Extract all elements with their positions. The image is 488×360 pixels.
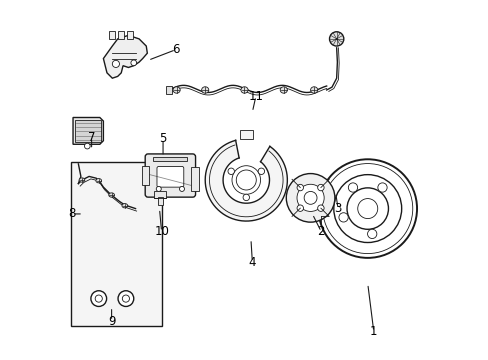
Bar (337, 192, 342, 195)
Circle shape (338, 213, 347, 222)
Circle shape (131, 60, 136, 66)
Circle shape (243, 194, 249, 201)
Circle shape (236, 170, 256, 190)
Circle shape (333, 175, 401, 243)
Circle shape (258, 168, 264, 175)
Ellipse shape (310, 87, 317, 93)
Circle shape (112, 60, 119, 67)
Circle shape (84, 143, 90, 149)
Circle shape (317, 184, 324, 191)
Polygon shape (103, 35, 147, 78)
Circle shape (296, 184, 303, 191)
Bar (142, 166, 149, 185)
Circle shape (367, 229, 376, 239)
Bar (191, 167, 199, 191)
Text: 10: 10 (154, 225, 169, 238)
Circle shape (346, 188, 387, 229)
Circle shape (318, 159, 416, 258)
Circle shape (317, 205, 324, 211)
Circle shape (91, 291, 106, 306)
Circle shape (285, 174, 334, 222)
Circle shape (118, 291, 134, 306)
Ellipse shape (201, 87, 208, 93)
Circle shape (322, 163, 412, 253)
Ellipse shape (280, 87, 287, 93)
Circle shape (227, 168, 234, 175)
Ellipse shape (122, 203, 127, 208)
Ellipse shape (173, 87, 180, 93)
Circle shape (95, 295, 102, 302)
FancyBboxPatch shape (157, 166, 183, 187)
Bar (337, 189, 345, 192)
Bar (75, 120, 101, 143)
Text: 5: 5 (159, 132, 166, 145)
Circle shape (347, 183, 357, 192)
FancyBboxPatch shape (145, 154, 195, 197)
Text: 11: 11 (248, 90, 263, 103)
Circle shape (156, 186, 161, 192)
Ellipse shape (79, 178, 84, 182)
Text: 6: 6 (172, 43, 179, 56)
Circle shape (329, 32, 343, 46)
Circle shape (296, 184, 324, 211)
Circle shape (179, 186, 184, 192)
Text: 8: 8 (68, 207, 76, 220)
Ellipse shape (241, 87, 247, 93)
Bar (108, 31, 115, 39)
Bar (153, 157, 187, 161)
Text: 2: 2 (317, 225, 325, 238)
Text: 9: 9 (108, 315, 115, 328)
Circle shape (231, 166, 260, 194)
Text: 4: 4 (248, 256, 256, 269)
Polygon shape (240, 130, 252, 139)
Circle shape (296, 205, 303, 211)
Ellipse shape (96, 179, 102, 183)
Polygon shape (73, 117, 103, 144)
Bar (158, 197, 163, 205)
Polygon shape (205, 140, 287, 221)
Bar (71, 162, 162, 327)
Bar (126, 31, 133, 39)
Circle shape (357, 199, 377, 219)
Bar (165, 86, 172, 94)
Circle shape (122, 295, 129, 302)
Bar (118, 31, 124, 39)
Ellipse shape (108, 193, 114, 197)
Text: 1: 1 (369, 325, 377, 338)
Text: 7: 7 (88, 131, 95, 144)
Circle shape (377, 183, 386, 192)
Circle shape (304, 192, 316, 204)
Text: 3: 3 (334, 202, 341, 215)
Bar (154, 191, 166, 198)
